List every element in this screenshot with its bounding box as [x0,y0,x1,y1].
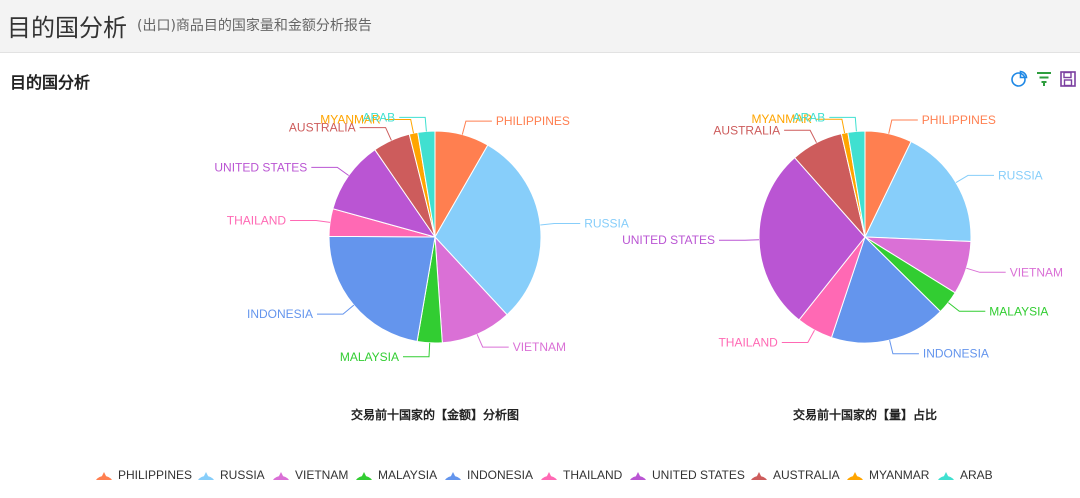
leader-line-indonesia [889,339,919,355]
leader-line-myanmar [815,118,846,134]
leader-line-vietnam [476,334,509,348]
slice-label-philippines: PHILIPPINES [922,113,996,127]
legend-swatch-icon [751,472,767,480]
quantity-chart-title: 交易前十国家的【量】占比 [793,407,937,422]
save-icon[interactable] [1059,70,1077,88]
pie-charts-area: PHILIPPINES RUSSIA VIETNAM MALAYSIA INDONESI… [214,110,1063,422]
legend-swatch-icon [356,472,372,480]
leader-line-australia [359,127,392,141]
leader-line-arab [399,116,427,132]
top-header-bar: 目的国分析 (出口)商品目的国家量和金额分析报告 [0,0,1080,53]
legend-swatch-icon [273,472,289,480]
leader-line-malaysia [403,342,431,358]
slice-label-united-states: UNITED STATES [214,160,307,174]
slice-label-australia: AUSTRALIA [289,121,356,135]
leader-line-malaysia [947,302,986,312]
slice-label-indonesia: INDONESIA [923,347,989,361]
pie-slice-indonesia[interactable] [328,235,436,343]
slice-label-malaysia: MALAYSIA [340,350,399,364]
pie-slice-united-states[interactable] [758,156,866,321]
slice-label-arab: ARAB [363,110,396,124]
section-title: 目的国分析 [10,73,91,92]
leader-line-indonesia [317,304,355,315]
leader-line-russia [540,223,581,226]
legend-label: MALAYSIA [378,468,438,482]
slice-label-russia: RUSSIA [584,217,629,231]
leader-line-russia [955,174,994,184]
slice-label-thailand: THAILAND [227,214,287,228]
amount-pie-chart: PHILIPPINES RUSSIA VIETNAM MALAYSIA INDONESI… [214,110,628,363]
leader-line-philippines [888,119,918,134]
slice-label-indonesia: INDONESIA [247,307,313,321]
slice-label-malaysia: MALAYSIA [989,304,1048,318]
legend-item-philippines[interactable]: PHILIPPINES [95,466,192,484]
amount-chart-title: 交易前十国家的【金额】分析图 [351,407,519,422]
slice-label-myanmar: MYANMAR [320,113,381,127]
legend-swatch-icon [96,472,112,480]
legend-swatch-icon [541,472,557,480]
slice-label-thailand: THAILAND [718,336,778,350]
leader-line-thailand [290,220,331,223]
legend-swatch-icon [445,472,461,480]
slice-label-united-states: UNITED STATES [622,233,715,247]
quantity-pie-chart: PHILIPPINES RUSSIA VIETNAM MALAYSIA INDONESI… [622,110,1063,360]
legend-item-thailand[interactable]: THAILAND [540,466,622,484]
pie-slice-arab[interactable] [847,130,866,238]
legend-swatch-icon [198,472,214,480]
legend-label: AUSTRALIA [773,468,840,482]
page-title: 目的国分析 [7,14,127,42]
slice-label-vietnam: VIETNAM [1010,265,1063,279]
leader-line-philippines [461,120,492,135]
slice-label-philippines: PHILIPPINES [496,114,570,128]
slice-label-arab: ARAB [793,110,826,124]
legend-item-vietnam[interactable]: VIETNAM [272,466,348,484]
legend-swatch-icon [630,472,646,480]
legend-label: RUSSIA [220,468,265,482]
pie-chart-icon[interactable] [1010,70,1028,88]
pie-slice-united-states[interactable] [332,149,437,238]
leader-line-arab [829,116,857,132]
legend-label: UNITED STATES [652,468,745,482]
leader-line-australia [784,129,817,143]
legend-item-russia[interactable]: RUSSIA [197,466,265,484]
slice-label-russia: RUSSIA [998,168,1043,182]
legend-item-australia[interactable]: AUSTRALIA [750,466,840,484]
legend-label: MYANMAR [869,468,930,482]
legend-label: ARAB [960,468,993,482]
legend-item-united-states[interactable]: UNITED STATES [629,466,745,484]
legend-item-myanmar[interactable]: MYANMAR [846,466,929,484]
chart-legend: PHILIPPINES RUSSIA VIETNAM MALAYSIA INDONESI… [0,466,1080,484]
slice-label-vietnam: VIETNAM [513,340,566,354]
leader-line-vietnam [966,267,1006,273]
slice-label-australia: AUSTRALIA [713,123,780,137]
leader-line-thailand [781,329,815,343]
leader-line-myanmar [384,119,414,134]
legend-label: INDONESIA [467,468,534,482]
legend-label: THAILAND [563,468,623,482]
legend-item-malaysia[interactable]: MALAYSIA [355,466,437,484]
legend-item-indonesia[interactable]: INDONESIA [444,466,533,484]
legend-swatch-icon [938,472,954,480]
legend-item-arab[interactable]: ARAB [937,466,993,484]
pie-slice-vietnam[interactable] [434,235,508,344]
filter-icon[interactable] [1035,70,1053,88]
pie-slice-russia[interactable] [864,140,972,242]
leader-line-united-states [311,166,349,176]
page-subtitle: (出口)商品目的国家量和金额分析报告 [137,18,372,34]
legend-label: VIETNAM [295,468,349,482]
legend-swatch-icon [847,472,863,480]
slice-label-myanmar: MYANMAR [751,112,812,126]
legend-label: PHILIPPINES [118,468,193,482]
